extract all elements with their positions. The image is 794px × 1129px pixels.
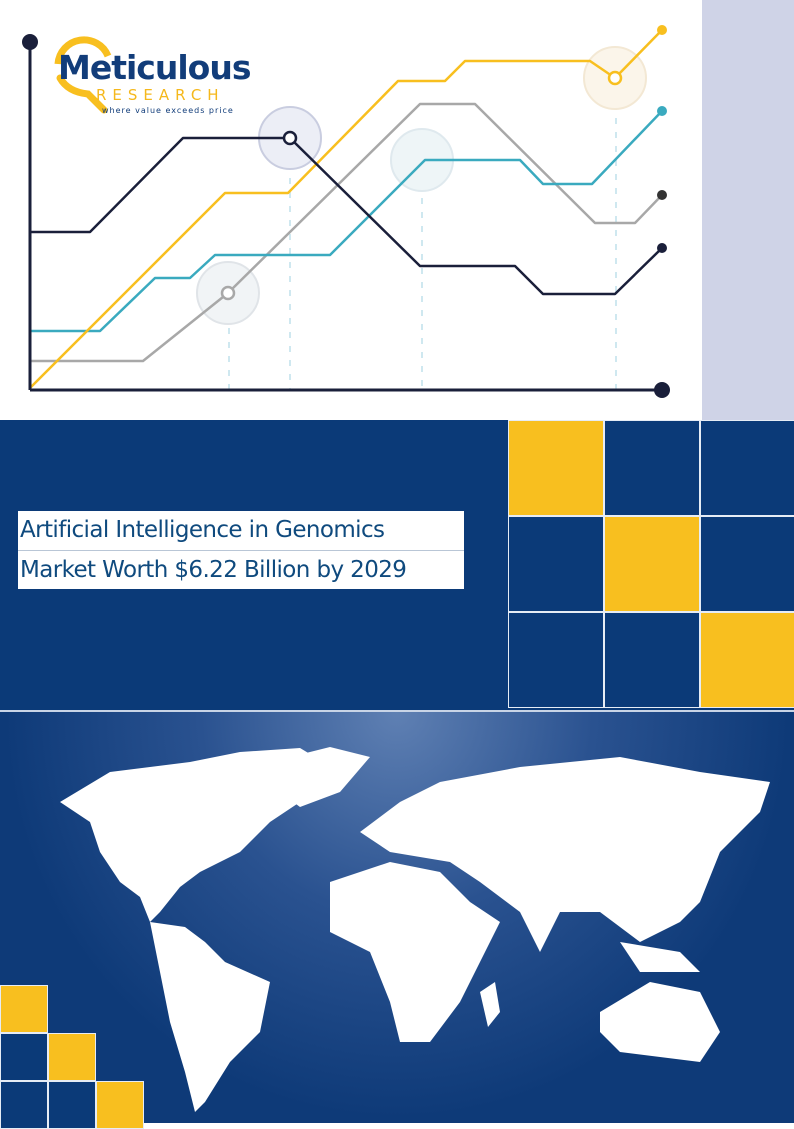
logo-sub: RESEARCH bbox=[96, 86, 225, 104]
gray-line bbox=[30, 102, 663, 363]
grid-square bbox=[604, 612, 700, 708]
corner-square bbox=[0, 985, 48, 1033]
grid-square bbox=[604, 516, 700, 612]
grid-square bbox=[508, 516, 604, 612]
grid-square bbox=[700, 516, 794, 612]
grid-square bbox=[700, 612, 794, 708]
world-map-illustration bbox=[60, 747, 770, 1112]
corner-square bbox=[48, 1033, 96, 1081]
company-logo: Meticulous RESEARCH where value exceeds … bbox=[50, 36, 260, 118]
lavender-side-strip bbox=[702, 0, 794, 420]
title-line-2: Market Worth $6.22 Billion by 2029 bbox=[18, 550, 464, 589]
world-map-section bbox=[0, 710, 794, 1123]
corner-square bbox=[96, 1081, 144, 1129]
grid-square bbox=[508, 420, 604, 516]
title-line-1: Artificial Intelligence in Genomics bbox=[20, 517, 385, 543]
grid-square bbox=[604, 420, 700, 516]
decorative-line-chart-illustration bbox=[22, 25, 670, 398]
magnifier-logo-icon bbox=[54, 36, 112, 114]
report-title: Artificial Intelligence in Genomics Mark… bbox=[18, 511, 464, 589]
corner-square bbox=[48, 1081, 96, 1129]
yellow-line bbox=[29, 29, 663, 389]
grid-square bbox=[508, 612, 604, 708]
logo-name: Meticulous bbox=[58, 48, 251, 87]
dark-line bbox=[30, 136, 663, 296]
corner-square bbox=[0, 1081, 48, 1129]
corner-square bbox=[0, 1033, 48, 1081]
teal-line bbox=[30, 110, 663, 333]
logo-tagline: where value exceeds price bbox=[102, 106, 234, 115]
grid-square bbox=[700, 420, 794, 516]
